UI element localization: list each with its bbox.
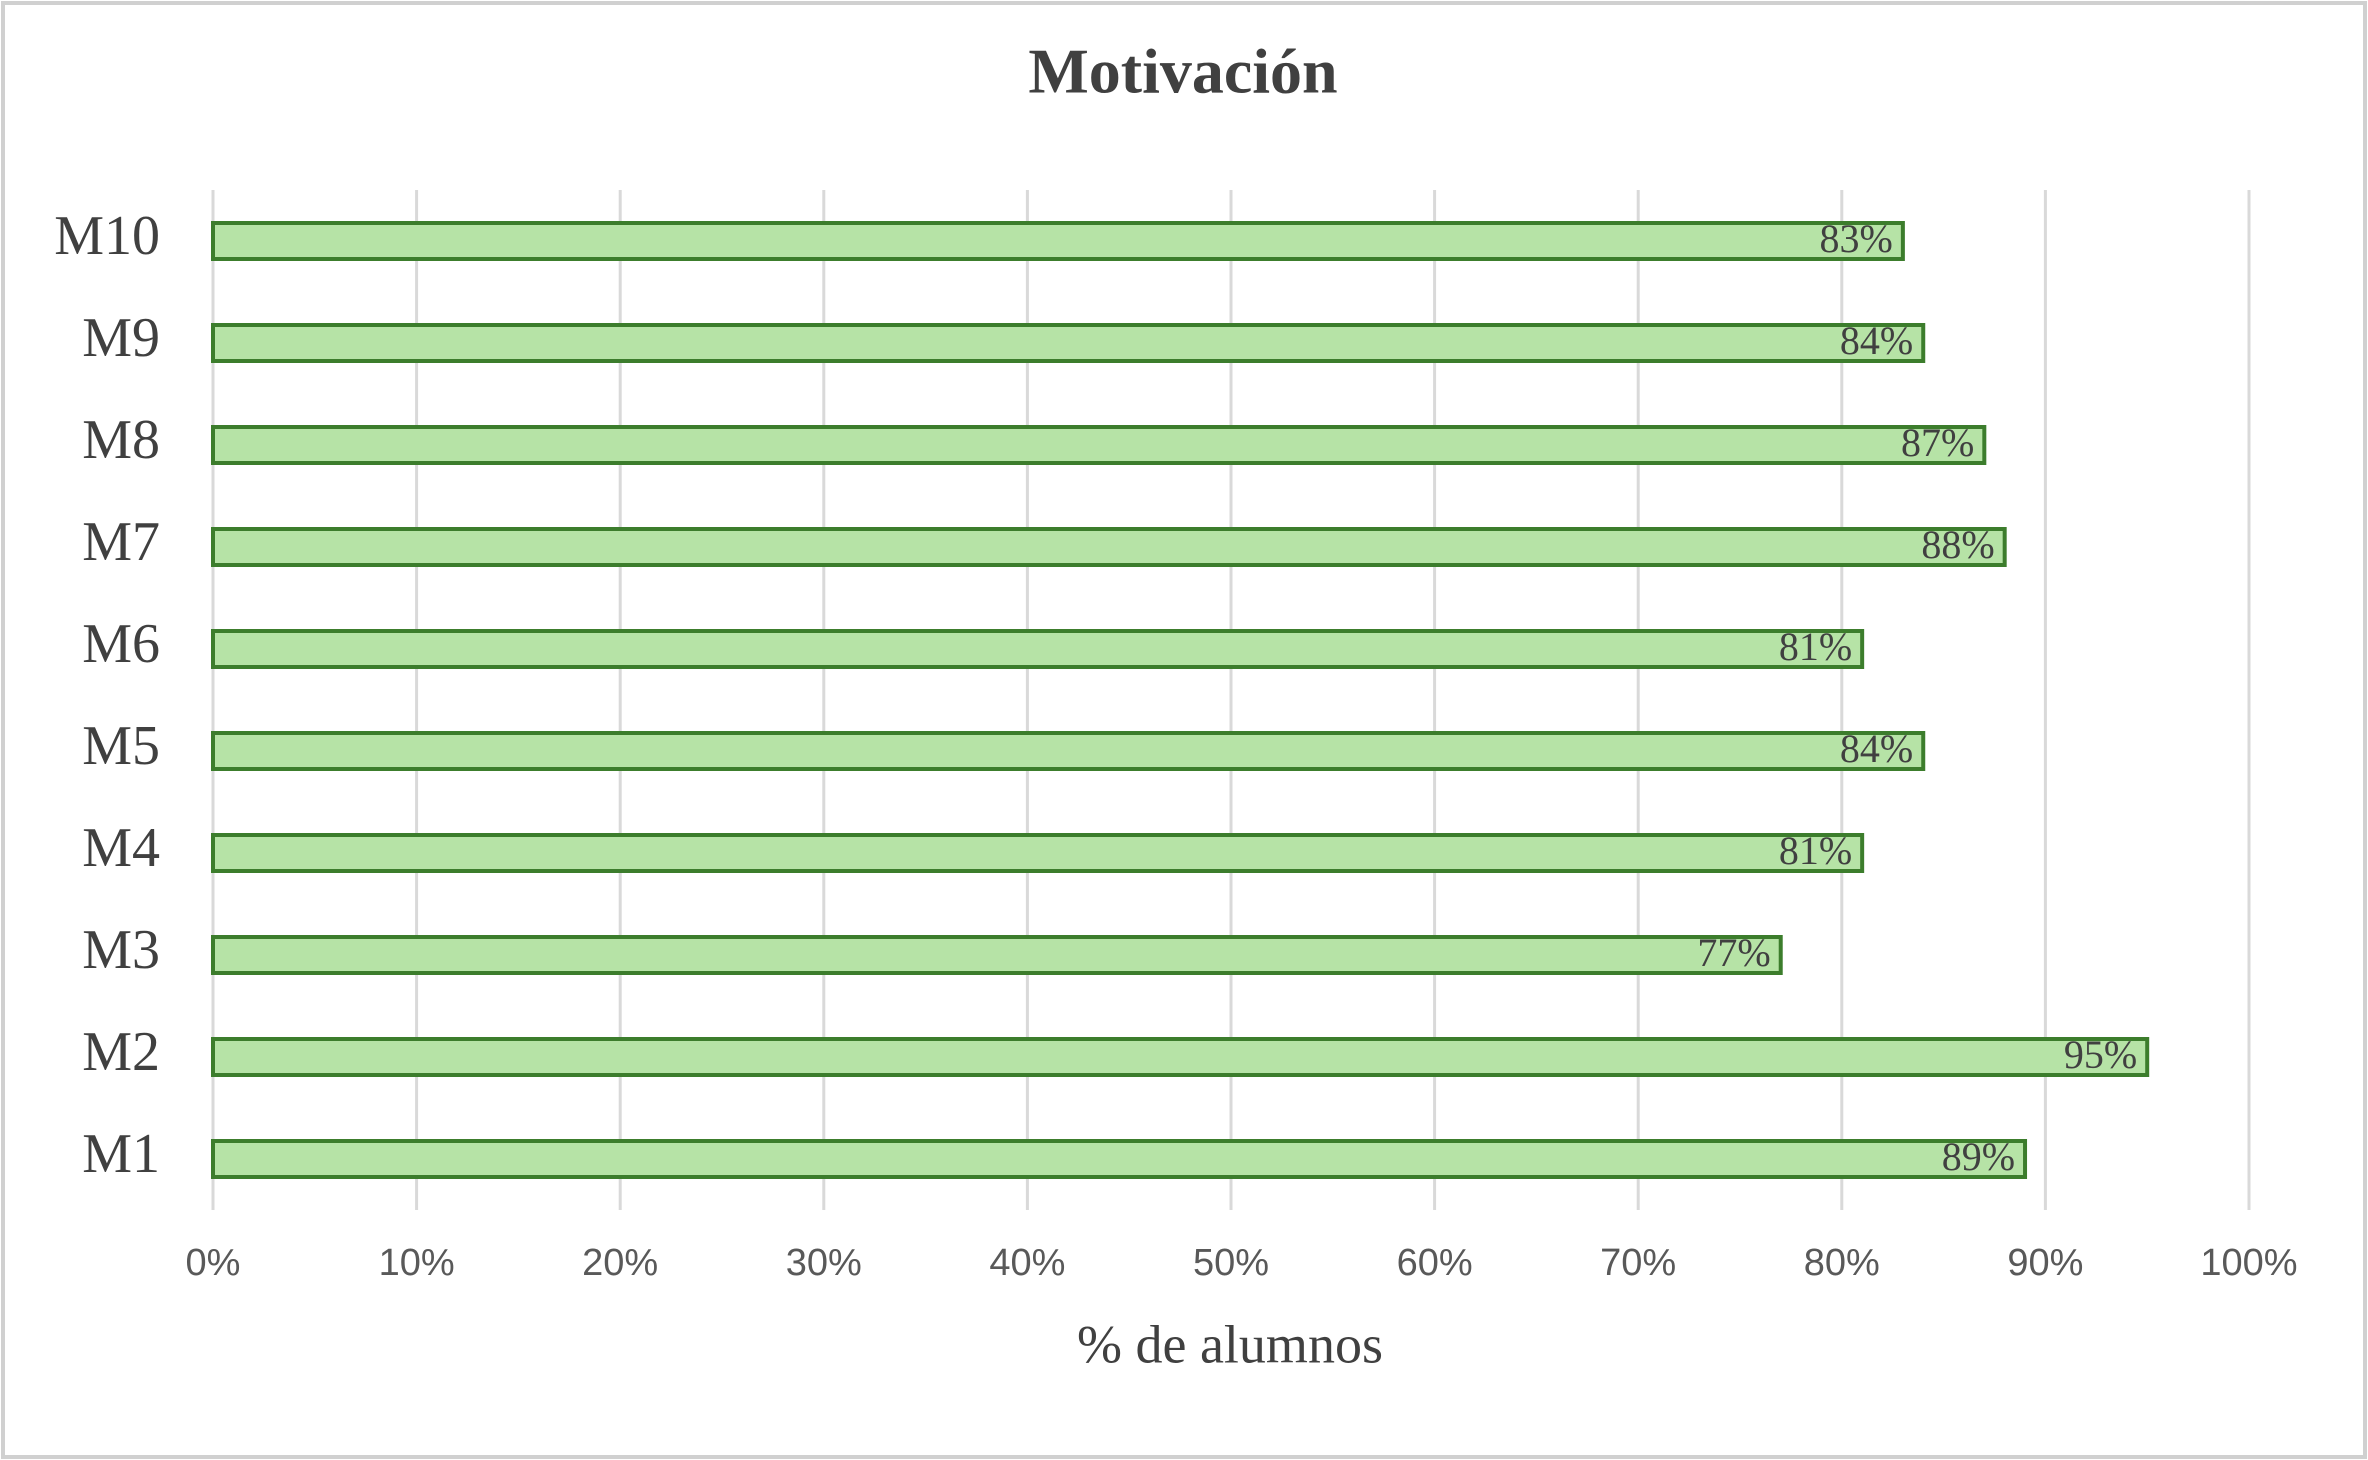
x-tick-label: 50%: [1193, 1242, 1269, 1284]
value-label: 89%: [1942, 1134, 2015, 1179]
bar: [211, 527, 2007, 567]
x-tick-label: 10%: [379, 1242, 455, 1284]
bar: [211, 323, 1926, 363]
x-tick-label: 0%: [186, 1242, 241, 1284]
y-tick-label: M8: [82, 409, 160, 471]
bar: [211, 629, 1865, 669]
x-tick-label: 80%: [1804, 1242, 1880, 1284]
value-label: 95%: [2064, 1032, 2137, 1077]
bar: [211, 1139, 2028, 1179]
value-label: 81%: [1779, 624, 1852, 669]
y-tick-label: M1: [82, 1123, 160, 1185]
bar: [211, 935, 1783, 975]
x-tick-label: 30%: [786, 1242, 862, 1284]
bar: [211, 425, 1987, 465]
y-tick-label: M7: [82, 511, 160, 573]
x-tick-label: 70%: [1600, 1242, 1676, 1284]
chart-title: Motivación: [1028, 36, 1337, 107]
y-tick-label: M3: [82, 919, 160, 981]
bar: [211, 1037, 2150, 1077]
bar: [211, 833, 1865, 873]
x-tick-label: 20%: [582, 1242, 658, 1284]
x-tick-label: 40%: [989, 1242, 1065, 1284]
bar: [211, 731, 1926, 771]
value-label: 84%: [1840, 726, 1913, 771]
value-label: 77%: [1697, 930, 1770, 975]
value-label: 88%: [1921, 522, 1994, 567]
x-tick-label: 90%: [2007, 1242, 2083, 1284]
value-label: 81%: [1779, 828, 1852, 873]
y-tick-label: M5: [82, 715, 160, 777]
bar: [211, 221, 1905, 261]
x-tick-label: 60%: [1397, 1242, 1473, 1284]
value-label: 87%: [1901, 420, 1974, 465]
y-tick-label: M2: [82, 1021, 160, 1083]
y-tick-label: M4: [82, 817, 160, 879]
x-axis-title: % de alumnos: [1077, 1314, 1383, 1374]
y-tick-label: M10: [54, 205, 160, 267]
x-tick-label: 100%: [2200, 1242, 2297, 1284]
y-tick-label: M6: [82, 613, 160, 675]
y-tick-label: M9: [82, 307, 160, 369]
value-label: 83%: [1820, 216, 1893, 261]
value-label: 84%: [1840, 318, 1913, 363]
